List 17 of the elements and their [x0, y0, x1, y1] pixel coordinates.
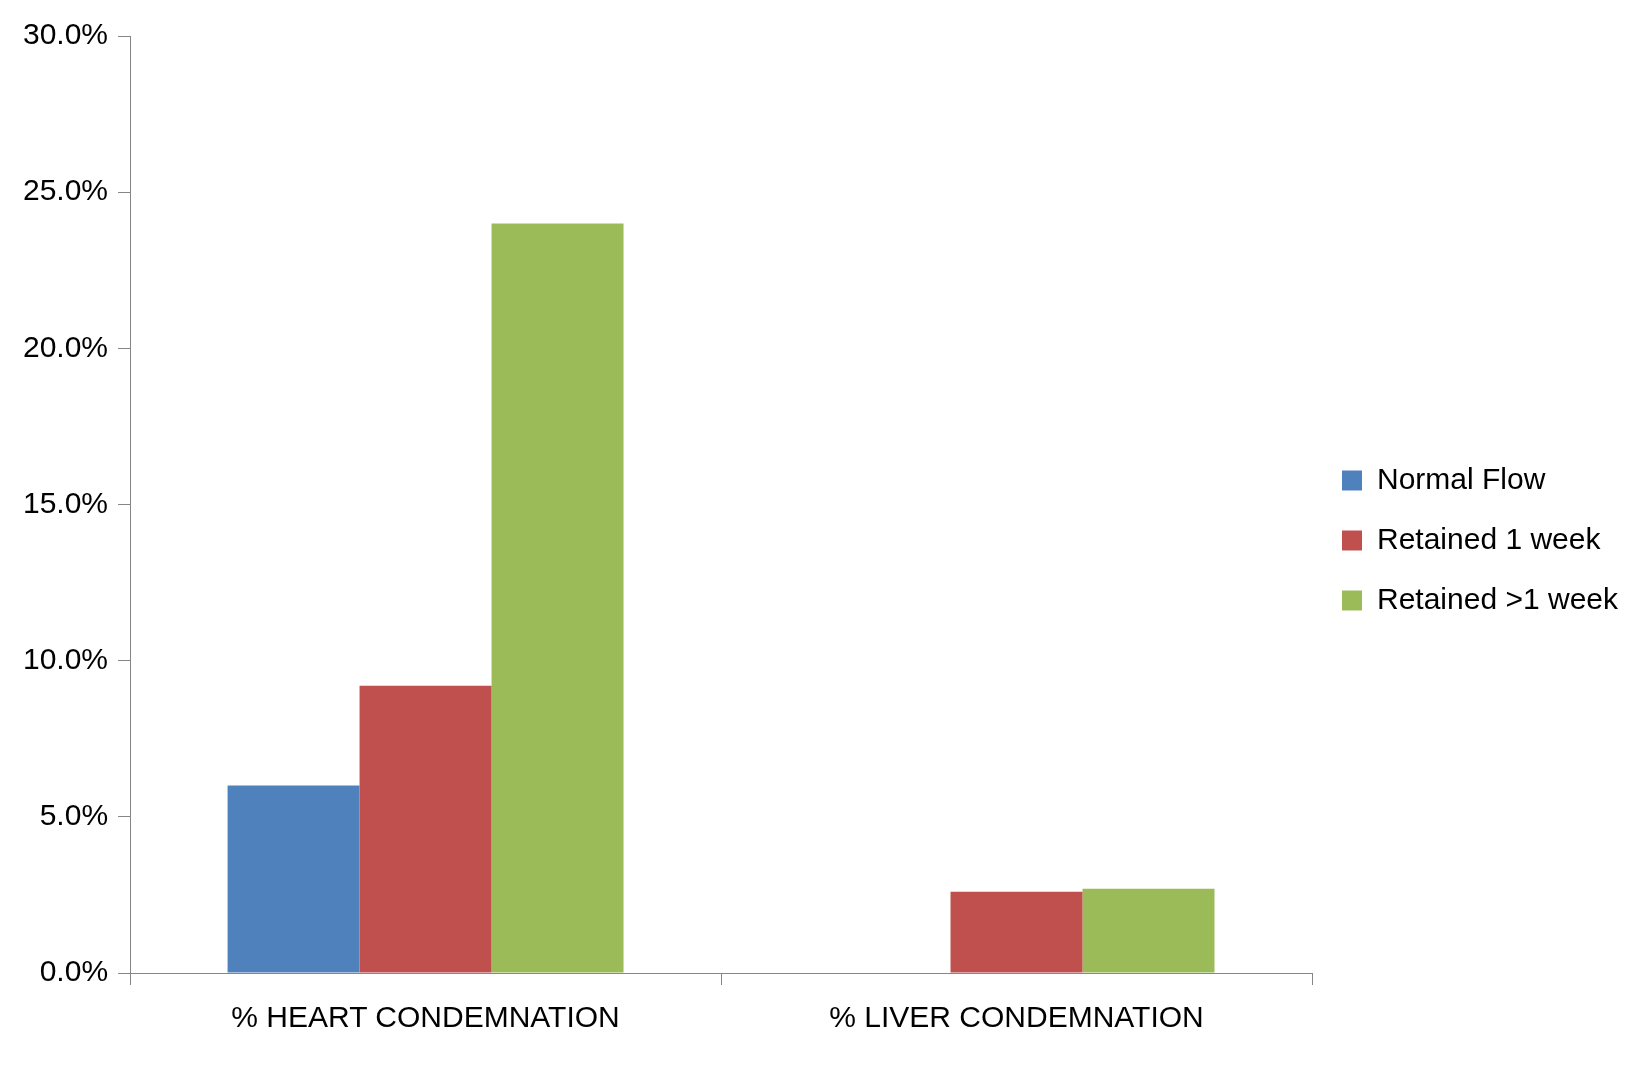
legend-label: Normal Flow [1377, 461, 1546, 495]
bar [491, 223, 624, 973]
y-tick-label: 10.0% [22, 641, 109, 675]
y-tick-label: 30.0% [22, 17, 109, 51]
bar [950, 891, 1083, 973]
legend-label: Retained >1 week [1377, 581, 1619, 615]
y-tick-label: 5.0% [39, 798, 109, 832]
y-tick-label: 25.0% [22, 173, 109, 207]
x-tick-label: % LIVER CONDEMNATION [829, 1000, 1204, 1034]
x-tick-label: % HEART CONDEMNATION [231, 1000, 620, 1034]
y-tick-label: 15.0% [22, 485, 109, 519]
bar [1082, 888, 1215, 973]
legend-label: Retained 1 week [1377, 521, 1602, 555]
bar [227, 785, 360, 973]
y-tick-label: 20.0% [22, 329, 109, 363]
y-tick-label: 0.0% [39, 954, 109, 988]
bar [359, 685, 492, 973]
